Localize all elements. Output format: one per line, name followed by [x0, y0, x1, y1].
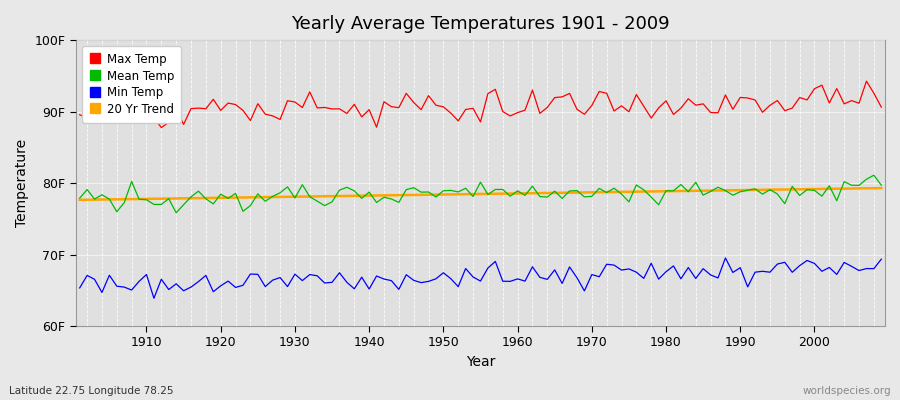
Min Temp: [512, 276, 523, 281]
Min Temp: [134, 279, 145, 284]
Mean Temp: [519, 193, 530, 198]
Max Temp: [304, 90, 315, 94]
Legend: Max Temp, Mean Temp, Min Temp, 20 Yr Trend: Max Temp, Mean Temp, Min Temp, 20 Yr Tre…: [82, 46, 181, 123]
Mean Temp: [349, 188, 360, 193]
20 Yr Trend: [876, 186, 886, 190]
Min Temp: [876, 257, 886, 262]
Text: Latitude 22.75 Longitude 78.25: Latitude 22.75 Longitude 78.25: [9, 386, 174, 396]
Mean Temp: [512, 188, 523, 193]
Min Temp: [148, 296, 159, 301]
Y-axis label: Temperature: Temperature: [15, 139, 29, 227]
Max Temp: [75, 112, 86, 117]
X-axis label: Year: Year: [466, 355, 495, 369]
Mean Temp: [608, 186, 619, 191]
Max Temp: [861, 79, 872, 84]
Text: worldspecies.org: worldspecies.org: [803, 386, 891, 396]
20 Yr Trend: [512, 191, 523, 196]
20 Yr Trend: [134, 196, 145, 201]
Mean Temp: [304, 194, 315, 199]
Max Temp: [519, 108, 530, 112]
Max Temp: [512, 110, 523, 115]
Max Temp: [608, 109, 619, 114]
Mean Temp: [171, 210, 182, 215]
Min Temp: [608, 263, 619, 268]
Mean Temp: [134, 197, 145, 202]
Line: 20 Yr Trend: 20 Yr Trend: [80, 188, 881, 200]
Max Temp: [876, 105, 886, 110]
20 Yr Trend: [505, 191, 516, 196]
Min Temp: [720, 256, 731, 260]
Min Temp: [304, 272, 315, 277]
20 Yr Trend: [341, 194, 352, 198]
Line: Mean Temp: Mean Temp: [80, 175, 881, 213]
Line: Max Temp: Max Temp: [80, 81, 881, 128]
20 Yr Trend: [297, 194, 308, 199]
Mean Temp: [868, 173, 879, 178]
Mean Temp: [75, 196, 86, 201]
Mean Temp: [876, 183, 886, 188]
Min Temp: [349, 286, 360, 291]
Title: Yearly Average Temperatures 1901 - 2009: Yearly Average Temperatures 1901 - 2009: [292, 15, 670, 33]
Min Temp: [519, 279, 530, 284]
Line: Min Temp: Min Temp: [80, 258, 881, 298]
20 Yr Trend: [75, 198, 86, 202]
Min Temp: [75, 286, 86, 290]
20 Yr Trend: [601, 190, 612, 194]
Max Temp: [156, 125, 166, 130]
Max Temp: [134, 114, 145, 119]
Max Temp: [349, 102, 360, 107]
